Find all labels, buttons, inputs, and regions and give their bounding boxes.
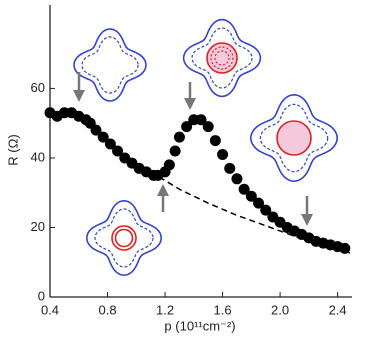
- inset-inner: [81, 36, 139, 94]
- data-point: [181, 121, 193, 133]
- x-tick-label: 1.2: [156, 302, 174, 317]
- data-point: [173, 131, 185, 143]
- inset-circle: [114, 228, 134, 248]
- data-point: [339, 242, 351, 254]
- data-point: [104, 138, 116, 150]
- y-tick-label: 20: [31, 219, 45, 234]
- y-tick-label: 40: [31, 149, 45, 164]
- insets: [73, 18, 339, 277]
- inset-inner: [94, 208, 154, 268]
- x-axis-label: p (10¹¹cm⁻²): [164, 318, 235, 333]
- inset-outer: [182, 18, 262, 98]
- data-point: [112, 145, 124, 157]
- data-point: [260, 204, 272, 216]
- data-point: [163, 159, 175, 171]
- data-point: [245, 190, 257, 202]
- data-point: [253, 197, 265, 209]
- data-point: [231, 173, 243, 185]
- x-tick-label: 2.4: [329, 302, 347, 317]
- data-point: [217, 148, 229, 160]
- data-point: [169, 145, 181, 157]
- inset-outer: [73, 28, 147, 102]
- data-point: [224, 162, 236, 174]
- x-tick-label: 0.4: [41, 302, 59, 317]
- x-tick-label: 1.6: [214, 302, 232, 317]
- inset-circle: [210, 46, 234, 70]
- inset-inner: [259, 103, 329, 173]
- inset-circle: [214, 50, 230, 66]
- data-point: [195, 114, 207, 126]
- inset-outer: [249, 93, 339, 183]
- inset-inner: [191, 27, 253, 89]
- y-tick-label: 60: [31, 80, 45, 95]
- y-tick-label: 0: [38, 288, 45, 303]
- y-axis-label: R (Ω): [5, 134, 20, 165]
- inset-outer: [85, 199, 163, 277]
- data-point: [209, 135, 221, 147]
- inset-circle: [276, 120, 312, 156]
- arrows: [73, 72, 313, 226]
- data-point: [97, 131, 109, 143]
- data-point: [90, 124, 102, 136]
- x-tick-label: 2.0: [271, 302, 289, 317]
- x-tick-label: 0.8: [98, 302, 116, 317]
- data-point: [238, 183, 250, 195]
- inset-circle: [111, 225, 137, 251]
- data-point: [202, 121, 214, 133]
